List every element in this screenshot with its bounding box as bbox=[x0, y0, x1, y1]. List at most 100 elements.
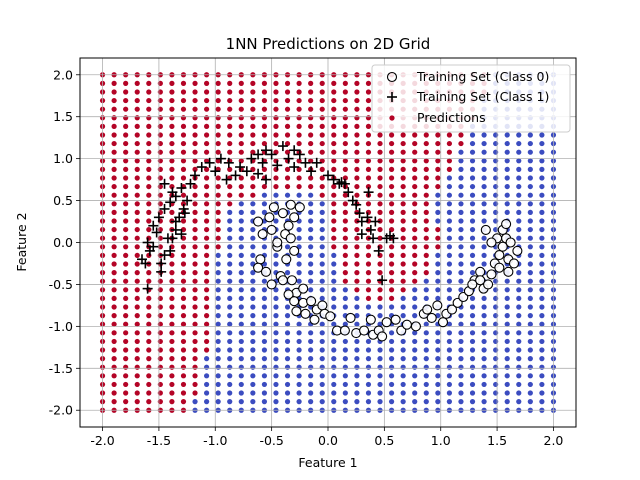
prediction-point bbox=[516, 132, 522, 138]
prediction-point bbox=[319, 183, 325, 190]
prediction-point bbox=[204, 192, 210, 198]
prediction-point bbox=[146, 201, 152, 207]
prediction-point bbox=[261, 80, 268, 86]
prediction-point bbox=[134, 218, 140, 224]
prediction-point bbox=[204, 89, 210, 95]
prediction-point bbox=[365, 295, 372, 302]
prediction-point bbox=[342, 89, 348, 95]
prediction-point bbox=[539, 338, 545, 345]
prediction-point bbox=[134, 295, 140, 302]
prediction-point bbox=[204, 321, 210, 327]
prediction-point bbox=[227, 295, 233, 302]
prediction-point bbox=[400, 287, 406, 293]
prediction-point bbox=[227, 252, 233, 259]
class0-point bbox=[339, 325, 350, 336]
prediction-point bbox=[342, 226, 348, 233]
prediction-point bbox=[412, 218, 418, 224]
prediction-point bbox=[227, 330, 233, 336]
prediction-point bbox=[250, 209, 256, 215]
prediction-point bbox=[261, 244, 268, 250]
prediction-point bbox=[169, 166, 175, 172]
prediction-point bbox=[458, 287, 464, 293]
prediction-point bbox=[273, 261, 279, 267]
prediction-point bbox=[238, 278, 244, 284]
prediction-point bbox=[527, 347, 533, 353]
prediction-point bbox=[134, 89, 140, 95]
class0-point bbox=[253, 262, 264, 273]
prediction-point bbox=[250, 132, 256, 138]
prediction-point bbox=[539, 252, 545, 259]
prediction-point bbox=[261, 356, 268, 362]
prediction-point bbox=[308, 209, 314, 215]
prediction-point bbox=[111, 80, 117, 86]
y-axis-label: Feature 2 bbox=[14, 212, 29, 271]
prediction-point bbox=[423, 278, 429, 284]
prediction-point bbox=[215, 338, 221, 345]
class0-point bbox=[309, 314, 320, 325]
prediction-point bbox=[365, 201, 372, 207]
prediction-point bbox=[504, 192, 510, 198]
prediction-point bbox=[250, 115, 256, 121]
prediction-point bbox=[504, 209, 510, 215]
prediction-point bbox=[284, 97, 291, 104]
prediction-point bbox=[516, 313, 522, 319]
prediction-point bbox=[308, 270, 314, 276]
prediction-point bbox=[446, 338, 452, 345]
prediction-point bbox=[146, 166, 152, 172]
class1-point bbox=[257, 157, 268, 168]
class0-point bbox=[446, 304, 458, 315]
prediction-point bbox=[215, 218, 221, 224]
prediction-point bbox=[354, 115, 360, 121]
prediction-point bbox=[342, 218, 348, 224]
legend-box bbox=[371, 64, 571, 133]
prediction-point bbox=[435, 226, 441, 233]
prediction-point bbox=[412, 295, 418, 302]
prediction-point bbox=[446, 347, 452, 353]
legend-predictions-marker bbox=[389, 115, 395, 121]
prediction-point bbox=[539, 356, 545, 362]
prediction-point bbox=[435, 209, 441, 215]
prediction-point bbox=[527, 149, 533, 155]
prediction-point bbox=[146, 278, 152, 284]
prediction-point bbox=[423, 338, 429, 345]
prediction-point bbox=[319, 261, 325, 267]
prediction-point bbox=[134, 166, 140, 172]
prediction-point bbox=[516, 338, 522, 345]
class0-point bbox=[365, 314, 376, 325]
prediction-point bbox=[204, 287, 210, 293]
prediction-point bbox=[273, 330, 279, 336]
prediction-point bbox=[308, 261, 314, 267]
prediction-point bbox=[342, 244, 348, 250]
prediction-point bbox=[423, 132, 429, 138]
prediction-point bbox=[400, 373, 406, 379]
prediction-point bbox=[215, 123, 221, 129]
y-tick-label: 1.0 bbox=[53, 151, 73, 166]
prediction-point bbox=[238, 364, 244, 370]
prediction-point bbox=[377, 175, 383, 181]
prediction-point bbox=[412, 313, 418, 319]
prediction-point bbox=[319, 338, 325, 345]
prediction-point bbox=[388, 192, 395, 198]
prediction-point bbox=[446, 261, 452, 267]
legend-class1-label: Training Set (Class 1) bbox=[416, 89, 549, 104]
prediction-point bbox=[273, 218, 279, 224]
prediction-point bbox=[446, 390, 452, 396]
prediction-point bbox=[273, 89, 279, 95]
prediction-point bbox=[296, 183, 302, 190]
prediction-point bbox=[354, 97, 360, 104]
prediction-point bbox=[169, 140, 175, 147]
class0-point bbox=[266, 224, 277, 235]
prediction-point bbox=[250, 373, 256, 379]
prediction-point bbox=[111, 201, 117, 207]
prediction-point bbox=[331, 356, 337, 362]
prediction-point bbox=[319, 399, 325, 405]
prediction-point bbox=[296, 158, 302, 164]
prediction-point bbox=[123, 244, 129, 250]
prediction-point bbox=[388, 261, 395, 267]
prediction-point bbox=[146, 158, 152, 164]
prediction-point bbox=[458, 313, 464, 319]
prediction-point bbox=[400, 304, 406, 310]
prediction-point bbox=[192, 149, 198, 155]
prediction-point bbox=[516, 235, 522, 241]
